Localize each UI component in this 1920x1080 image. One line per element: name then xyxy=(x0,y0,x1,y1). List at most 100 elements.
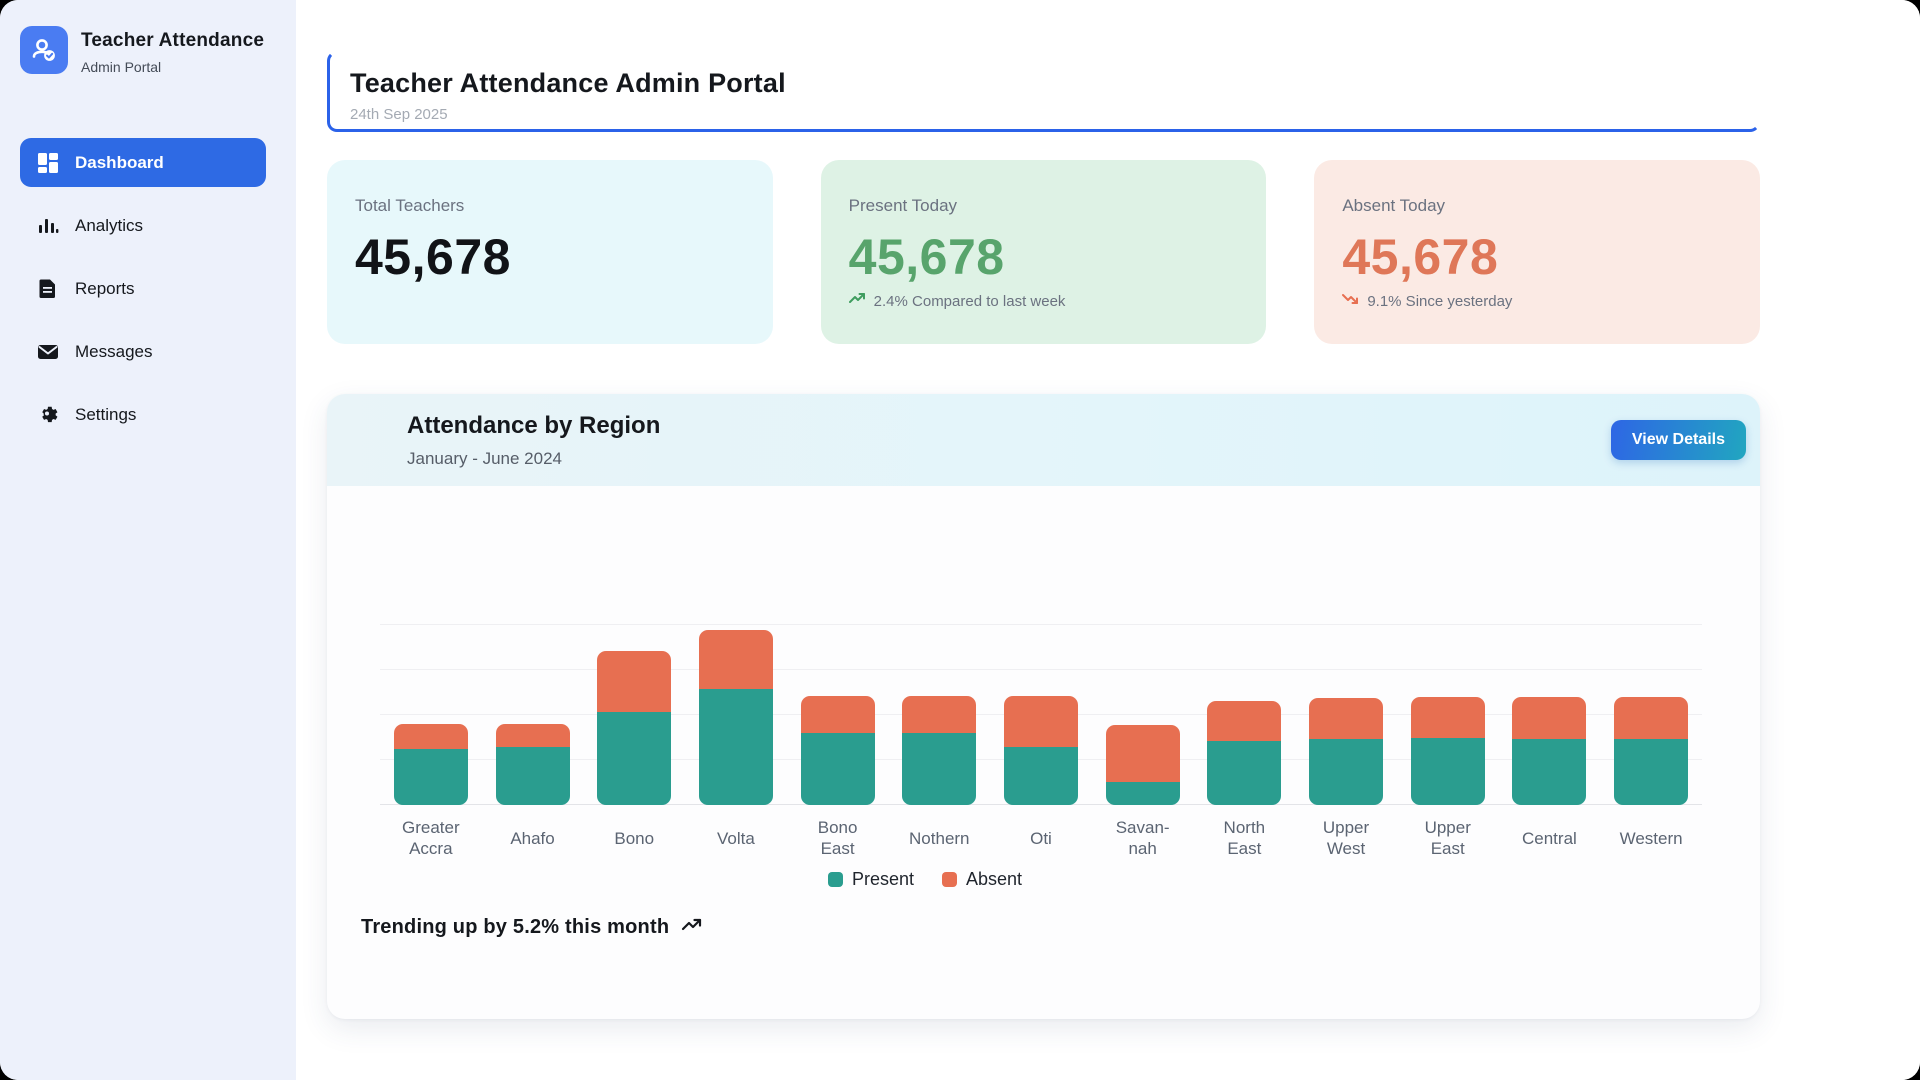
stat-card-total-teachers: Total Teachers 45,678 xyxy=(327,160,773,344)
bar-north-east[interactable] xyxy=(1207,700,1282,805)
sidebar-item-settings[interactable]: Settings xyxy=(20,390,266,439)
bar-segment-present xyxy=(495,747,570,805)
page-title: Teacher Attendance Admin Portal xyxy=(350,68,786,98)
x-axis-label: Bono East xyxy=(817,818,858,858)
bar-ahafo[interactable] xyxy=(495,724,570,805)
bar-volta[interactable] xyxy=(698,630,773,805)
chart-region: Greater Accra Ahafo Bono Volta Bono East Noth… xyxy=(380,555,1702,890)
chart-footer: Trending up by 5.2% this month xyxy=(361,916,1760,939)
view-details-button[interactable]: View Details xyxy=(1610,420,1746,460)
x-axis-label: Ahafo xyxy=(510,828,555,848)
sidebar-nav: Dashboard Analytics xyxy=(20,138,266,439)
bar-segment-present xyxy=(1207,741,1282,805)
chart-title: Attendance by Region xyxy=(407,411,661,439)
bar-segment-absent xyxy=(800,696,875,733)
stat-note: 2.4% Compared to last week xyxy=(848,292,1239,310)
bar-upper-west[interactable] xyxy=(1309,697,1384,805)
bar-segment-absent xyxy=(1309,697,1384,740)
x-axis-label: Upper East xyxy=(1424,818,1471,858)
legend-swatch xyxy=(942,872,957,887)
bar-slot xyxy=(787,555,889,805)
bars-layer xyxy=(380,555,1702,805)
bar-slot xyxy=(1499,555,1601,805)
bar-segment-present xyxy=(902,733,977,805)
legend-label: Present xyxy=(851,869,914,889)
stat-value: 45,678 xyxy=(355,229,511,285)
sidebar-item-dashboard[interactable]: Dashboard xyxy=(20,138,266,187)
sidebar-item-reports[interactable]: Reports xyxy=(20,264,266,313)
bar-slot xyxy=(990,555,1092,805)
bar-segment-absent xyxy=(1614,697,1689,740)
brand: Teacher Attendance Admin Portal xyxy=(20,26,266,75)
stat-note-text: 2.4% Compared to last week xyxy=(873,292,1066,310)
main-content: Teacher Attendance Admin Portal 24th Sep… xyxy=(296,0,1920,1080)
trend-down-icon xyxy=(1342,292,1360,310)
bar-nothern[interactable] xyxy=(902,696,977,805)
dashboard-grid-icon xyxy=(36,151,60,175)
bar-slot xyxy=(1194,555,1296,805)
x-axis-label: Upper West xyxy=(1322,818,1370,858)
bar-central[interactable] xyxy=(1512,697,1587,805)
bar-segment-absent xyxy=(698,630,773,689)
page-date: 24th Sep 2025 xyxy=(350,106,448,123)
legend-label: Absent xyxy=(966,869,1023,889)
bar-slot xyxy=(380,555,482,805)
chart-subtitle: January - June 2024 xyxy=(407,448,562,468)
brand-subtitle: Admin Portal xyxy=(81,59,162,75)
envelope-icon xyxy=(36,340,60,364)
sidebar-item-label: Reports xyxy=(75,278,135,298)
bar-segment-present xyxy=(1105,781,1180,805)
bar-segment-absent xyxy=(597,651,672,713)
bar-bono-east[interactable] xyxy=(800,696,875,805)
legend-item-absent: Absent xyxy=(942,869,1022,890)
chart-heading-text: Attendance by Region January - June 2024 xyxy=(407,412,660,469)
bar-slot xyxy=(1397,555,1499,805)
bar-greater-accra[interactable] xyxy=(393,724,468,805)
stat-label: Absent Today xyxy=(1342,196,1446,215)
bar-slot xyxy=(1092,555,1194,805)
x-axis-label: Oti xyxy=(1030,828,1052,848)
x-axis-label: Western xyxy=(1619,828,1683,848)
trend-up-icon xyxy=(681,916,703,939)
bar-segment-absent xyxy=(1410,697,1485,739)
bar-bono[interactable] xyxy=(597,651,672,805)
stats-row: Total Teachers 45,678 Present Today 45,6… xyxy=(327,160,1760,344)
chart-footer-text: Trending up by 5.2% this month xyxy=(361,916,670,938)
bar-savan-nah[interactable] xyxy=(1105,724,1180,805)
stat-card-absent-today: Absent Today 45,678 9.1% Since yesterday xyxy=(1314,160,1760,344)
bar-upper-east[interactable] xyxy=(1410,697,1485,805)
sidebar-item-messages[interactable]: Messages xyxy=(20,327,266,376)
bar-slot xyxy=(482,555,584,805)
sidebar-item-analytics[interactable]: Analytics xyxy=(20,201,266,250)
chart-legend: Present Absent xyxy=(327,869,1586,890)
stat-label: Total Teachers xyxy=(355,196,465,215)
bar-chart-icon xyxy=(36,214,60,238)
gear-icon xyxy=(36,403,60,427)
gridline xyxy=(380,624,1702,625)
person-check-icon xyxy=(20,26,68,74)
bar-segment-absent xyxy=(1105,724,1180,782)
brand-title: Teacher Attendance xyxy=(81,30,265,51)
x-axis-label: Central xyxy=(1522,828,1577,848)
page-header-card: Teacher Attendance Admin Portal 24th Sep… xyxy=(327,51,1760,132)
x-axis-label: Volta xyxy=(717,828,755,848)
bar-slot xyxy=(1600,555,1702,805)
stat-note: 9.1% Since yesterday xyxy=(1342,292,1732,310)
attendance-chart-card: Attendance by Region January - June 2024… xyxy=(327,394,1760,1019)
bar-segment-absent xyxy=(902,696,977,733)
bar-segment-present xyxy=(1410,738,1485,805)
bar-segment-present xyxy=(1003,746,1078,805)
bar-oti[interactable] xyxy=(1003,696,1078,805)
sidebar-item-label: Messages xyxy=(75,341,153,361)
x-axis-label: Greater Accra xyxy=(402,818,460,858)
sidebar-item-label: Settings xyxy=(75,404,137,424)
sidebar-item-label: Analytics xyxy=(75,215,144,235)
bar-western[interactable] xyxy=(1614,697,1689,805)
x-axis-label: Savan- nah xyxy=(1115,818,1170,858)
bar-segment-present xyxy=(698,688,773,805)
x-axis-labels: Greater Accra Ahafo Bono Volta Bono East Noth… xyxy=(380,817,1702,859)
bar-slot xyxy=(888,555,990,805)
sidebar: Teacher Attendance Admin Portal Dashboar… xyxy=(0,0,296,1080)
x-axis-label: Nothern xyxy=(909,828,970,848)
bar-segment-present xyxy=(800,733,875,805)
